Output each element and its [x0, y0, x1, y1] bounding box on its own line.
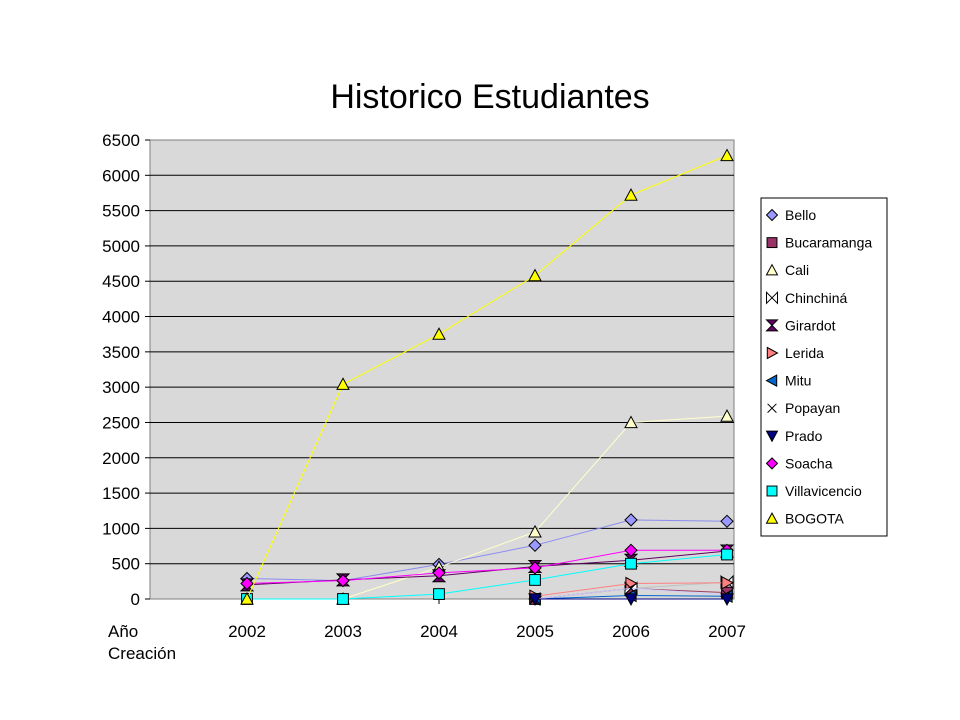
data-point-prado [720, 593, 734, 607]
series-bogota [240, 148, 734, 605]
series-line-villavicencio [247, 554, 728, 600]
legend-marker-lerida [766, 346, 779, 360]
legend-label-villavicencio: Villavicencio [785, 483, 862, 499]
legend-label-soacha: Soacha [785, 455, 833, 471]
series-villavicencio [241, 548, 733, 605]
x-tick-label: 2007 [708, 622, 746, 641]
x-axis-label-line2: Creación [108, 644, 176, 663]
legend-label-bogota: BOGOTA [785, 511, 845, 527]
y-tick-label: 0 [131, 590, 140, 609]
data-point-bogota [720, 148, 734, 162]
series-lerida [529, 575, 735, 604]
legend-label-prado: Prado [785, 428, 823, 444]
y-tick-label: 5000 [102, 237, 140, 256]
legend-marker-girardot [765, 319, 779, 332]
legend-box [760, 197, 888, 537]
data-point-lerida [721, 575, 735, 590]
y-tick-label: 6000 [102, 166, 140, 185]
series-line-bogota [246, 155, 728, 600]
data-point-villavicencio [721, 548, 733, 561]
series-layer [239, 148, 735, 607]
legend-label-mitu: Mitu [785, 373, 811, 389]
legend-label-bucaramanga: Bucaramanga [785, 235, 872, 251]
y-tick-label: 3000 [102, 378, 140, 397]
data-point-cali [624, 415, 638, 429]
data-point-soacha [432, 566, 446, 580]
data-point-bello [720, 514, 734, 529]
legend-label-bello: Bello [785, 207, 816, 223]
data-point-soacha [528, 561, 542, 575]
data-point-prado [624, 593, 638, 607]
legend-marker-bello [765, 208, 779, 222]
data-point-soacha [336, 573, 350, 588]
series-soacha [240, 543, 734, 591]
legend-label-lerida: Lerida [785, 345, 824, 361]
data-point-villavicencio [529, 574, 541, 586]
y-tick-label: 6500 [102, 131, 140, 150]
y-tick-label: 4000 [102, 308, 140, 327]
x-axis-label-line1: Año [108, 622, 138, 641]
data-point-villavicencio [625, 557, 637, 570]
data-point-bogota [432, 327, 446, 340]
x-tick-label: 2002 [228, 622, 266, 641]
data-point-cali [528, 524, 542, 538]
legend-marker-villavicencio [766, 485, 778, 497]
series-line-soacha [246, 549, 727, 584]
data-point-bogota [624, 188, 638, 201]
y-tick-label: 500 [112, 555, 140, 574]
y-tick-label: 2500 [102, 413, 140, 432]
legend-label-chinchina: Chinchiná [785, 290, 847, 306]
y-tick-label: 4500 [102, 272, 140, 291]
plot-area [149, 139, 735, 600]
y-tick-label: 1500 [102, 484, 140, 503]
chart-title: Historico Estudiantes [330, 78, 649, 116]
legend-marker-popayan [767, 403, 777, 413]
data-point-bello [624, 513, 638, 527]
data-point-prado [528, 593, 542, 607]
legend-marker-prado [765, 430, 779, 443]
data-point-villavicencio [433, 588, 445, 600]
gridlines [150, 174, 734, 565]
x-tick-label: 2004 [420, 622, 458, 641]
legend-marker-cali [765, 263, 779, 276]
legend-marker-bogota [765, 512, 779, 524]
y-axis: 0 500 1000 1500 2000 2500 3000 3500 4000 4500 5000… [102, 131, 150, 609]
data-point-bogota [240, 591, 254, 605]
y-tick-label: 5500 [102, 202, 140, 221]
y-tick-label: 3500 [102, 343, 140, 362]
data-point-villavicencio [337, 593, 349, 605]
legend-label-cali: Cali [785, 262, 809, 278]
legend-marker-soacha [765, 457, 779, 470]
data-point-bogota [528, 268, 542, 282]
legend-marker-chinchina [766, 291, 778, 305]
legend-label-popayan: Popayan [785, 400, 840, 416]
data-point-cali [720, 409, 734, 422]
data-point-bello [528, 538, 542, 553]
y-tick-label: 1000 [102, 519, 140, 538]
legend-marker-mitu [765, 374, 778, 387]
legend-marker-bucaramanga [766, 237, 778, 249]
data-point-bogota [336, 377, 350, 390]
data-point-soacha [240, 576, 254, 591]
x-tick-label: 2005 [516, 622, 554, 641]
x-axis: 2002 2003 2004 2005 2006 2007 [228, 599, 746, 641]
data-point-popayan [625, 583, 637, 594]
x-tick-label: 2006 [612, 622, 650, 641]
y-tick-label: 2000 [102, 449, 140, 468]
series-prado [528, 593, 734, 607]
legend-label-girardot: Girardot [785, 317, 836, 333]
x-tick-label: 2003 [324, 622, 362, 641]
legend: Bello Bucaramanga Cali Chinchiná Girardot Ler… [760, 197, 888, 537]
data-point-soacha [624, 543, 638, 558]
